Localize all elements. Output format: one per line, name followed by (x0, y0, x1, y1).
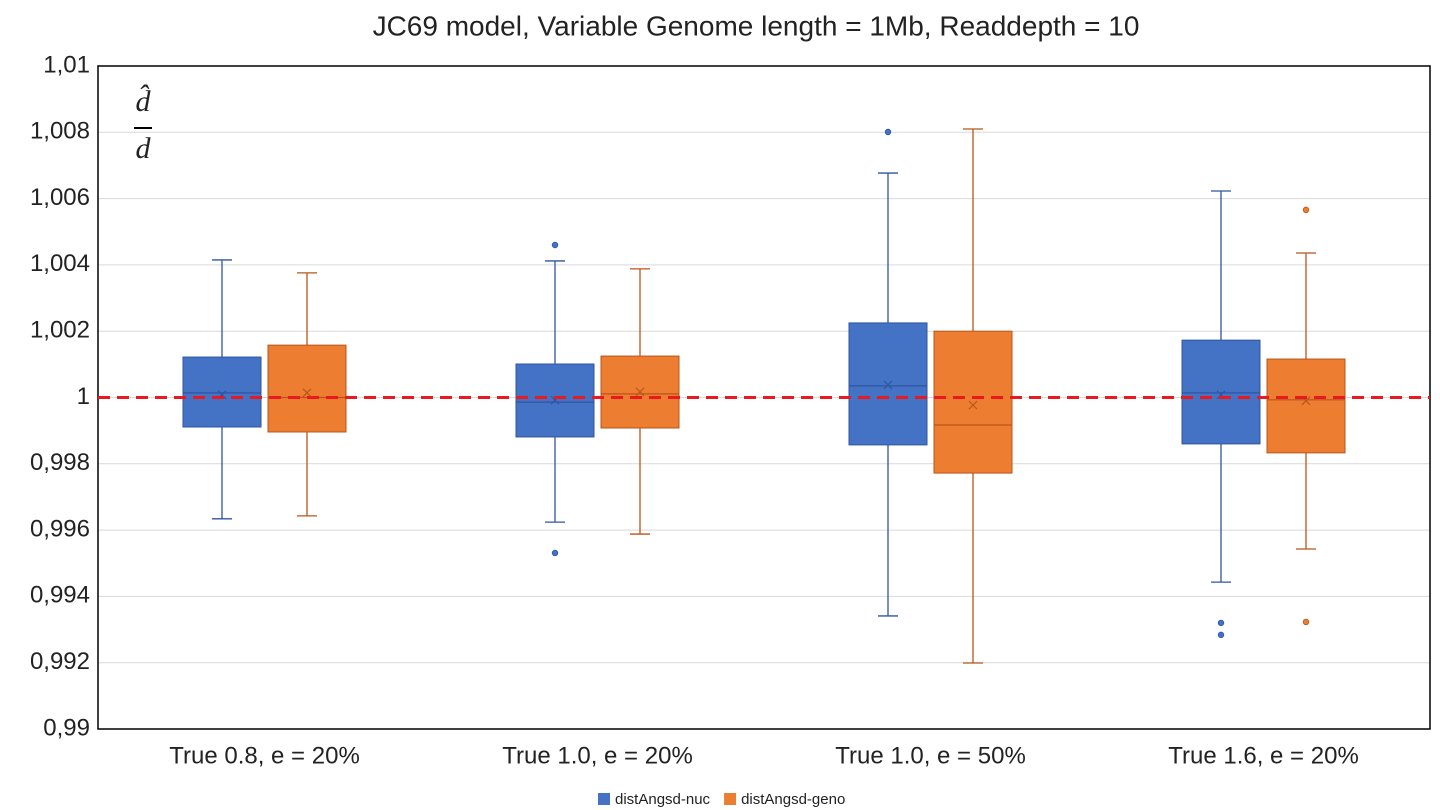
legend-swatch (724, 793, 737, 805)
x-tick-label: True 1.6, e = 20% (1168, 742, 1359, 769)
box (1266, 358, 1346, 454)
y-tick-label: 0,992 (30, 648, 90, 675)
y-tick-label: 0,994 (30, 582, 90, 609)
y-tick-label: 1 (77, 383, 90, 410)
outlier (551, 549, 559, 557)
outlier (884, 128, 892, 136)
legend-label: distAngsd-geno (741, 791, 845, 808)
y-tick-label: 0,996 (30, 515, 90, 542)
mean-marker (968, 400, 978, 410)
y-tick-label: 1,004 (30, 250, 90, 277)
y-tick-label: 1,01 (43, 51, 90, 78)
outlier (1302, 206, 1310, 214)
box (182, 356, 262, 428)
y-tick-label: 0,998 (30, 449, 90, 476)
chart-title: JC69 model, Variable Genome length = 1Mb… (373, 10, 1140, 41)
x-tick-label: True 1.0, e = 50% (835, 742, 1026, 769)
legend-swatch (598, 793, 610, 805)
outlier (1217, 631, 1225, 639)
mean-marker (302, 388, 312, 398)
x-tick-label: True 1.0, e = 20% (502, 742, 693, 769)
outlier (1217, 619, 1225, 627)
annotation-numerator: d̂ (136, 84, 152, 118)
mean-marker (635, 387, 645, 397)
box (1181, 339, 1261, 445)
x-tick-label: True 0.8, e = 20% (169, 742, 360, 769)
outlier (551, 241, 559, 249)
box (267, 344, 347, 433)
mean-marker (883, 380, 893, 390)
box (848, 322, 928, 446)
outlier (1302, 618, 1310, 626)
y-tick-label: 0,99 (43, 714, 90, 741)
legend-label: distAngsd-nuc (615, 791, 711, 808)
y-tick-label: 1,006 (30, 184, 90, 211)
annotation-denominator: d (136, 132, 152, 165)
box (933, 330, 1013, 474)
y-tick-label: 1,002 (30, 317, 90, 344)
y-tick-label: 1,008 (30, 118, 90, 145)
